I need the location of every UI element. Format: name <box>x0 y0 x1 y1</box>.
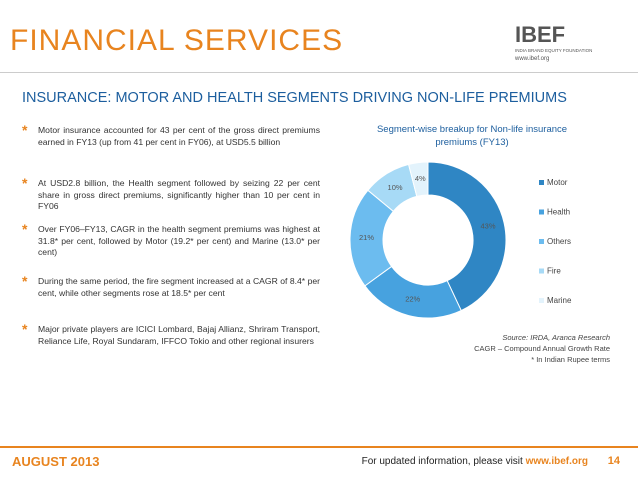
footer-text: For updated information, please visit <box>361 456 523 467</box>
legend-label: Fire <box>547 267 561 276</box>
legend-swatch <box>539 209 544 215</box>
donut-slice <box>427 161 507 312</box>
footer-line <box>0 446 638 448</box>
note: Source: IRDA, Aranca Research <box>502 333 610 342</box>
bullet: Over FY06–FY13, CAGR in the health segme… <box>22 224 320 259</box>
chart-title: Segment-wise breakup for Non-life insura… <box>377 124 567 148</box>
bullet: Motor insurance accounted for 43 per cen… <box>22 125 320 148</box>
page-number: 14 <box>607 455 620 467</box>
legend-swatch <box>539 239 544 244</box>
data-label: 10% <box>388 183 403 192</box>
subtitle: INSURANCE: MOTOR AND HEALTH SEGMENTS DRI… <box>22 90 567 106</box>
footer-date: AUGUST 2013 <box>12 454 100 469</box>
logo-tagline: INDIA BRAND EQUITY FOUNDATION <box>515 48 593 53</box>
bullet: During the same period, the fire segment… <box>22 276 320 299</box>
donut-slice <box>407 161 429 198</box>
legend-swatch <box>539 268 544 274</box>
divider <box>0 72 638 73</box>
logo: IBEF <box>515 22 566 47</box>
legend-label: Others <box>547 237 571 246</box>
legend-label: Health <box>547 208 570 217</box>
note: CAGR – Compound Annual Growth Rate <box>474 344 610 353</box>
bullet: Major private players are ICICI Lombard,… <box>22 324 320 347</box>
data-label: 22% <box>405 295 420 304</box>
chart: Segment-wise breakup for Non-life insura… <box>349 124 610 364</box>
legend-swatch <box>539 180 544 185</box>
logo-url: www.ibef.org <box>515 56 550 62</box>
bullet: At USD2.8 billion, the Health segment fo… <box>22 178 320 213</box>
footer-url[interactable]: www.ibef.org <box>525 456 588 467</box>
data-label: 43% <box>481 222 496 231</box>
legend-label: Marine <box>547 296 572 305</box>
legend-label: Motor <box>547 178 568 187</box>
title: FINANCIAL SERVICES <box>10 24 344 57</box>
data-label: 21% <box>359 233 374 242</box>
footer-info: For updated information, please visit ww… <box>362 456 588 467</box>
legend-swatch <box>539 298 544 303</box>
data-label: 4% <box>415 174 426 183</box>
note: * In Indian Rupee terms <box>531 355 610 364</box>
